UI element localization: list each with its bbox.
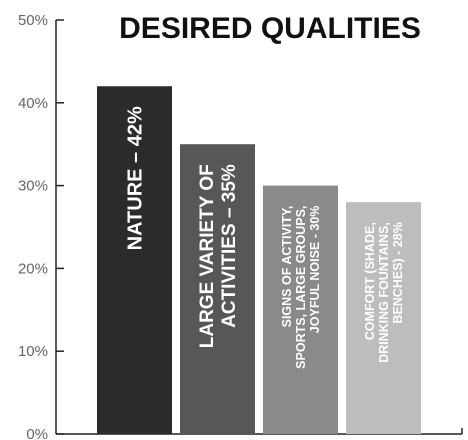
bar-label-line: COMFORT (SHADE, [363, 222, 377, 340]
bar-label-line: SIGNS OF ACTIVITY, [280, 206, 294, 328]
bar-label-line: NATURE – 42% [125, 106, 147, 250]
y-tick-label: 10% [18, 343, 48, 360]
chart-title: DESIRED QUALITIES [119, 12, 421, 45]
bar-label-line: DRINKING FOUNTAINS, [377, 222, 391, 363]
bar-label-line: BENCHES) - 28% [391, 222, 405, 323]
bar-label-line: LARGE VARIETY OF [197, 164, 218, 348]
y-tick-label: 40% [18, 95, 48, 112]
y-tick-label: 0% [26, 426, 48, 440]
bar-label-1: NATURE – 42% [125, 106, 147, 250]
bar-label-line: SPORTS, LARGE GROUPS, [294, 206, 308, 369]
y-tick-label: 30% [18, 178, 48, 195]
bar-label-2: LARGE VARIETY OFACTIVITIES – 35% [197, 164, 240, 348]
y-tick-label: 20% [18, 260, 48, 277]
bar-label-line: ACTIVITIES – 35% [219, 164, 240, 328]
bar-label-line: JOYFUL NOISE - 30% [308, 206, 322, 334]
y-tick-label: 50% [18, 12, 48, 29]
